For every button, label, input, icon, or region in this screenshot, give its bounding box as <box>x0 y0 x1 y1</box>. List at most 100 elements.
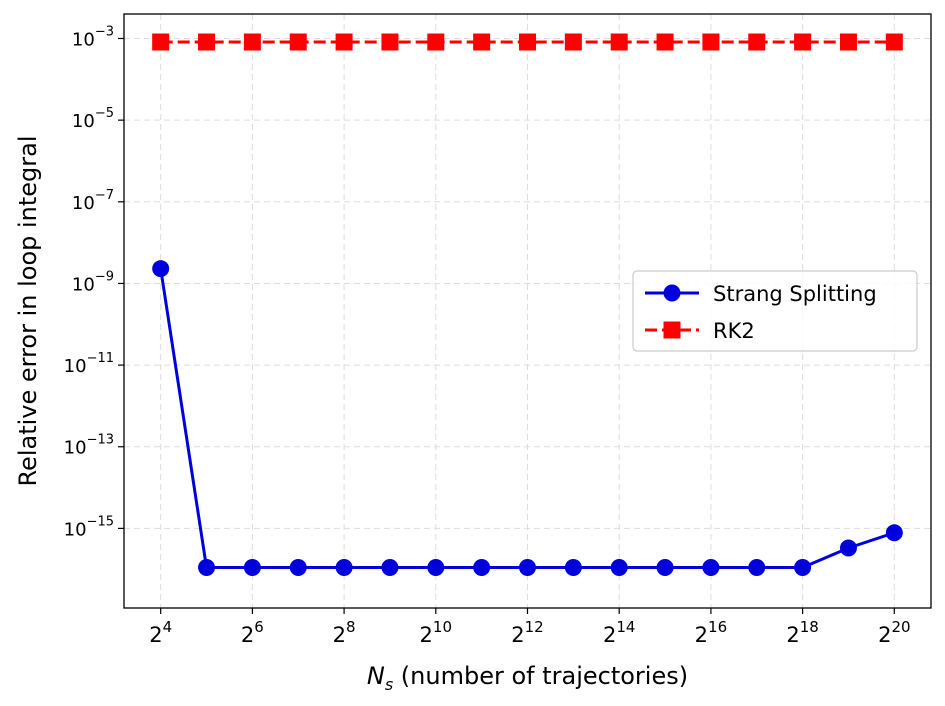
data-point <box>152 260 170 278</box>
y-tick-label: 10−13 <box>64 433 114 459</box>
y-tick-label-base: 10 <box>64 519 87 540</box>
y-tick-label-exponent: −13 <box>87 433 114 448</box>
data-point <box>289 559 307 577</box>
data-point <box>885 524 903 542</box>
x-tick-label-exponent: 8 <box>346 618 356 636</box>
y-tick-label-exponent: −9 <box>95 269 114 284</box>
data-point <box>519 33 536 51</box>
grid <box>124 14 931 608</box>
data-point <box>381 33 399 51</box>
x-tick-label: 24 <box>149 618 172 647</box>
y-tick-label: 10−9 <box>72 269 114 295</box>
data-point <box>152 33 170 51</box>
x-tick-label: 218 <box>786 618 818 647</box>
y-tick-label-exponent: −11 <box>87 351 114 366</box>
ticks: 24 26 28 210 212 214 216 218 22010−310−510−710−9… <box>64 24 911 647</box>
y-tick-label-exponent: −5 <box>95 106 114 121</box>
x-tick-label: 212 <box>511 618 543 647</box>
data-point <box>885 33 903 51</box>
series-layer <box>152 33 903 577</box>
x-tick-label-base: 2 <box>420 623 433 647</box>
x-tick-label: 28 <box>333 618 356 647</box>
y-tick-label-base: 10 <box>64 356 87 377</box>
data-point <box>839 539 857 557</box>
y-tick-label-base: 10 <box>72 29 95 50</box>
x-tick-label-base: 2 <box>241 623 254 647</box>
data-point <box>335 559 353 577</box>
x-tick-label-exponent: 16 <box>708 618 727 636</box>
data-point <box>473 33 491 51</box>
legend-label: Strang Splitting <box>713 282 877 306</box>
data-point <box>473 559 491 577</box>
x-tick-label-base: 2 <box>333 623 346 647</box>
y-tick-label: 10−11 <box>64 351 114 377</box>
x-tick-label-base: 2 <box>603 623 616 647</box>
y-tick-label-base: 10 <box>64 438 87 459</box>
data-point <box>427 33 445 51</box>
x-tick-label-base: 2 <box>695 623 708 647</box>
y-tick-label: 10−3 <box>72 24 114 50</box>
data-point <box>198 559 216 577</box>
data-point <box>748 33 766 51</box>
x-tick-label: 216 <box>695 618 727 647</box>
y-tick-label: 10−5 <box>72 106 114 132</box>
data-point <box>335 33 353 51</box>
x-tick-label: 210 <box>420 618 452 647</box>
data-point <box>656 559 674 577</box>
data-point <box>794 559 812 577</box>
x-tick-label: 220 <box>878 618 910 647</box>
x-tick-label-exponent: 20 <box>891 618 910 636</box>
x-tick-label-exponent: 4 <box>163 618 173 636</box>
y-tick-label: 10−15 <box>64 514 114 540</box>
x-tick-label-exponent: 12 <box>525 618 544 636</box>
data-point <box>427 559 445 577</box>
x-tick-label-base: 2 <box>878 623 891 647</box>
x-tick-label-base: 2 <box>786 623 799 647</box>
x-tick-label-base: 2 <box>149 623 162 647</box>
y-tick-label-exponent: −15 <box>87 514 114 529</box>
data-point <box>243 33 261 51</box>
legend-entry: Strang Splitting <box>645 282 877 306</box>
y-axis-label: Relative error in loop integral <box>14 135 42 486</box>
x-tick-label: 26 <box>241 618 264 647</box>
axis-labels: Ns (number of trajectories) Relative err… <box>14 135 688 694</box>
x-tick-label: 214 <box>603 618 635 647</box>
y-tick-label-base: 10 <box>72 193 95 214</box>
legend-box <box>632 270 918 352</box>
y-tick-label-exponent: −7 <box>95 188 114 203</box>
data-point <box>381 559 399 577</box>
data-point <box>794 33 812 51</box>
y-tick-label-exponent: −3 <box>95 24 114 39</box>
x-axis-label-symbol: N <box>367 662 385 690</box>
x-tick-label-exponent: 18 <box>800 618 819 636</box>
y-tick-label: 10−7 <box>72 188 114 214</box>
series-strang-splitting <box>152 260 903 577</box>
x-tick-label-exponent: 6 <box>254 618 264 636</box>
x-tick-label-base: 2 <box>511 623 524 647</box>
data-point <box>702 559 720 577</box>
data-point <box>519 559 536 577</box>
data-point <box>564 33 582 51</box>
data-point <box>610 33 628 51</box>
series-rk2 <box>152 33 903 51</box>
legend-entry: RK2 <box>645 319 755 343</box>
legend-marker <box>663 321 681 339</box>
data-point <box>702 33 720 51</box>
data-point <box>243 559 261 577</box>
data-point <box>289 33 307 51</box>
x-tick-label-exponent: 14 <box>616 618 635 636</box>
legend: Strang Splitting RK2 <box>632 270 918 352</box>
data-point <box>198 33 216 51</box>
data-point <box>839 33 857 51</box>
data-point <box>564 559 582 577</box>
data-point <box>656 33 674 51</box>
x-axis-label: Ns (number of trajectories) <box>367 662 688 694</box>
x-axis-label-text: (number of trajectories) <box>393 662 688 690</box>
data-point <box>748 559 766 577</box>
y-tick-label-base: 10 <box>72 274 95 295</box>
x-axis-label-subscript: s <box>385 675 393 694</box>
y-tick-label-base: 10 <box>72 111 95 132</box>
legend-label: RK2 <box>713 319 755 343</box>
data-point <box>610 559 628 577</box>
